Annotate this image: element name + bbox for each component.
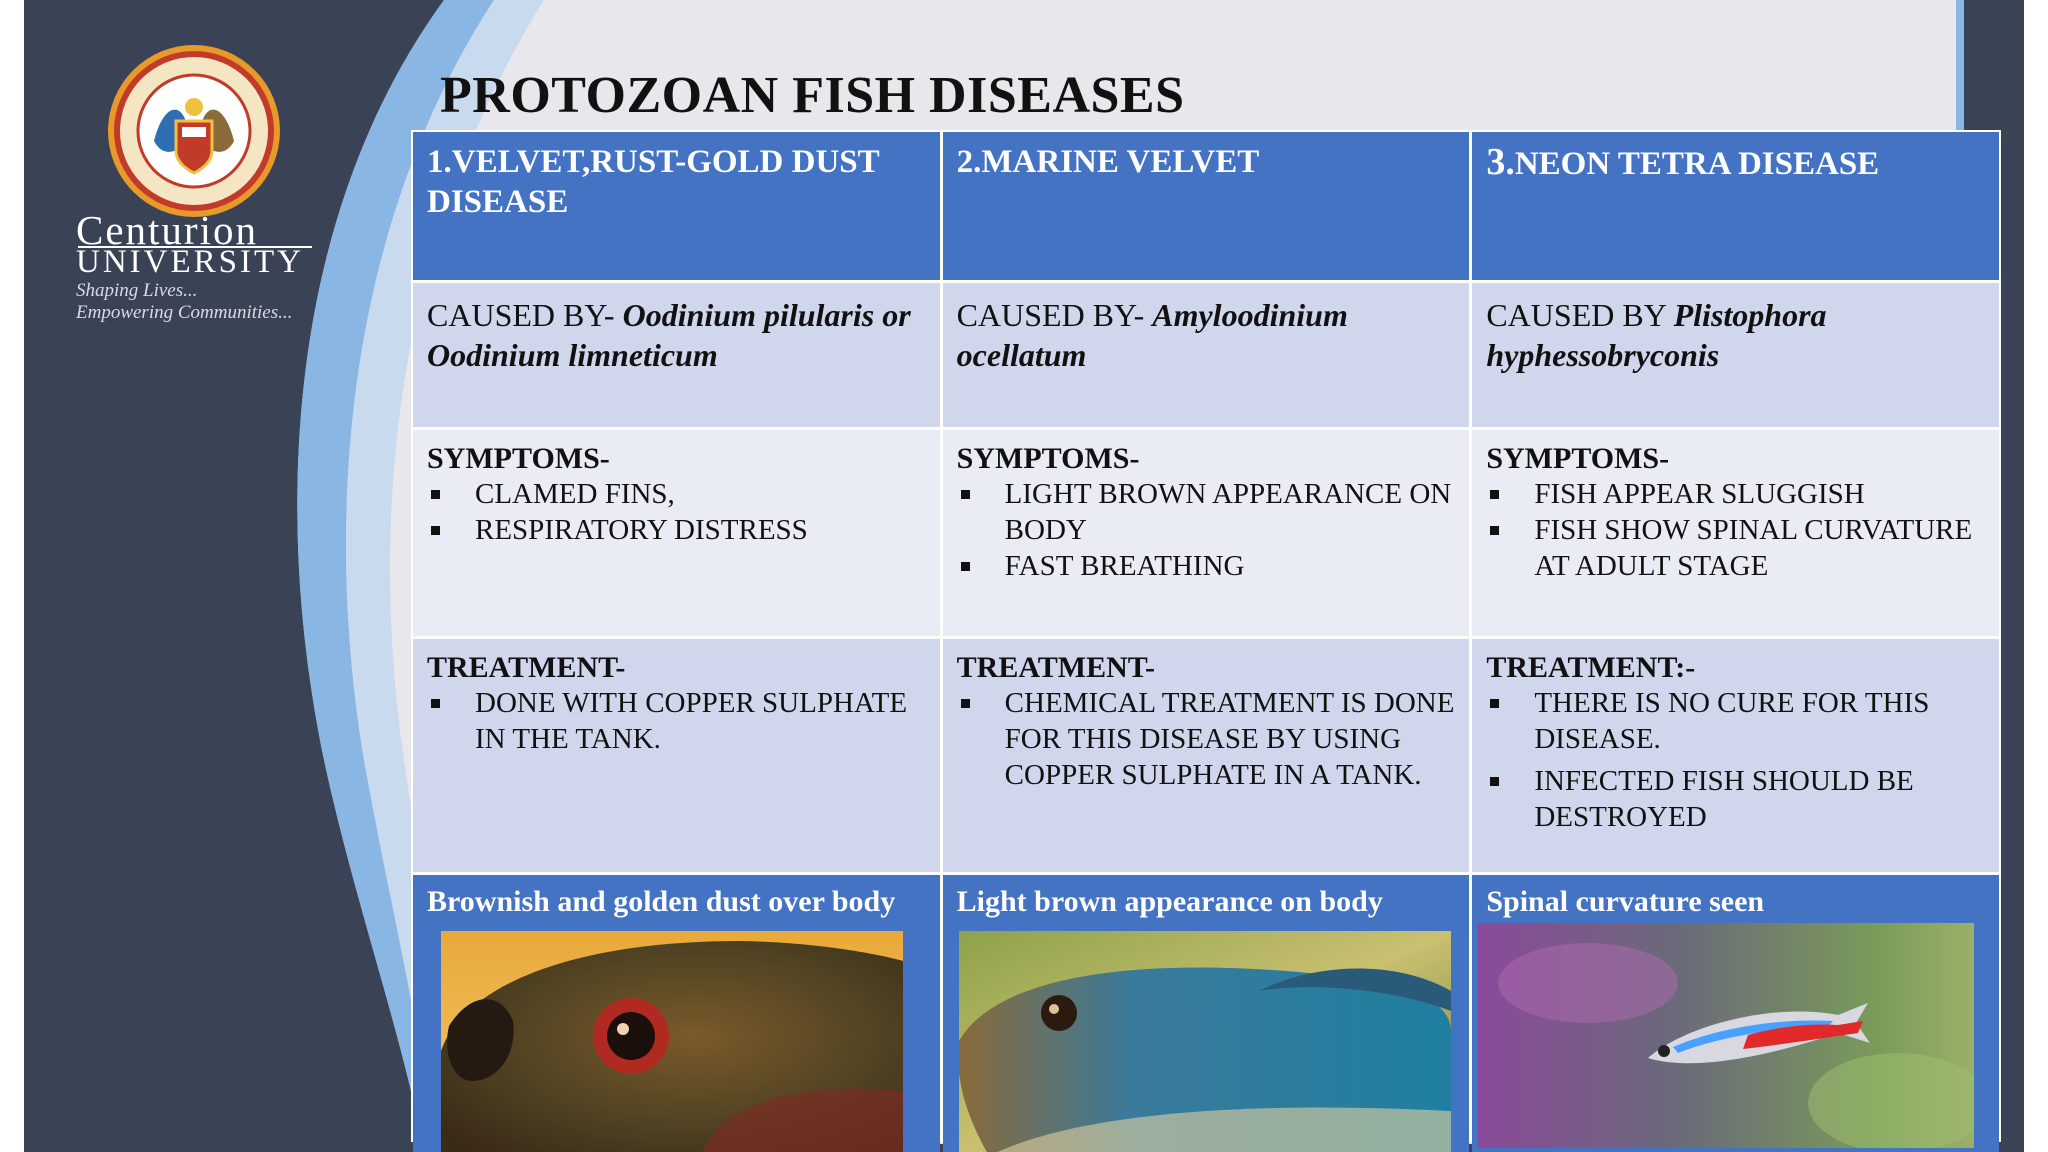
university-seal-logo — [108, 45, 280, 217]
slide: Centurion UNIVERSITY Shaping Lives... Em… — [24, 0, 2024, 1152]
cause-velvet: CAUSED BY- Oodinium pilularis or Oodiniu… — [413, 283, 940, 427]
treatment-velvet: TREATMENT- DONE WITH COPPER SULPHATE IN … — [413, 639, 940, 872]
brand-tagline: Shaping Lives... Empowering Communities.… — [76, 280, 292, 324]
brand-subtitle: UNIVERSITY — [76, 244, 304, 280]
brand-divider — [78, 246, 312, 248]
header-number: 3. — [1486, 141, 1515, 183]
photo-cell-neon-tetra: Spinal curvature seen — [1472, 875, 1999, 1152]
header-neon-tetra: 3.NEON TETRA DISEASE — [1472, 132, 1999, 280]
cause-organism: Amyloodinium ocellatum — [956, 297, 1348, 373]
tagline-line-2: Empowering Communities... — [76, 302, 293, 323]
symptoms-list: LIGHT BROWN APPEARANCE ON BODY FAST BREA… — [957, 476, 1456, 584]
treatment-list: CHEMICAL TREATMENT IS DONE FOR THIS DISE… — [957, 685, 1456, 793]
symptom-item: FAST BREATHING — [957, 548, 1456, 584]
symptom-item: LIGHT BROWN APPEARANCE ON BODY — [957, 476, 1456, 548]
symptoms-label: SYMPTOMS- — [427, 442, 610, 475]
treatment-item: DONE WITH COPPER SULPHATE IN THE TANK. — [427, 685, 926, 757]
header-text: NEON TETRA DISEASE — [1514, 146, 1880, 182]
treatment-list: DONE WITH COPPER SULPHATE IN THE TANK. — [427, 685, 926, 757]
treatment-item: INFECTED FISH SHOULD BE DESTROYED — [1486, 763, 1985, 835]
symptoms-label: SYMPTOMS- — [1486, 442, 1670, 475]
symptoms-label: SYMPTOMS- — [956, 442, 1140, 475]
cause-organism: Oodinium pilularis or Oodinium limneticu… — [427, 297, 911, 373]
header-velvet: 1.VELVET,RUST-GOLD DUST DISEASE — [413, 132, 940, 280]
cause-prefix: CAUSED BY- — [956, 297, 1153, 333]
treatment-list: THERE IS NO CURE FOR THIS DISEASE. INFEC… — [1486, 685, 1985, 835]
symptom-item: FISH APPEAR SLUGGISH — [1486, 476, 1985, 512]
brand-name: Centurion — [76, 207, 258, 253]
photo-caption: Brownish and golden dust over body — [427, 885, 896, 918]
disease-table: 1.VELVET,RUST-GOLD DUST DISEASE 2.MARINE… — [411, 130, 2001, 1152]
header-marine-velvet: 2.MARINE VELVET — [942, 132, 1470, 280]
fish-photo-velvet — [441, 931, 903, 1152]
treatment-label: TREATMENT- — [427, 651, 626, 684]
cause-neon-tetra: CAUSED BY Plistophora hyphessobryconis — [1472, 283, 1999, 427]
symptom-item: FISH SHOW SPINAL CURVATURE AT ADULT STAG… — [1486, 512, 1985, 584]
treatment-neon-tetra: TREATMENT:- THERE IS NO CURE FOR THIS DI… — [1472, 639, 1999, 872]
cause-prefix: CAUSED BY- — [427, 297, 623, 333]
treatment-item: CHEMICAL TREATMENT IS DONE FOR THIS DISE… — [957, 685, 1456, 793]
symptom-item: RESPIRATORY DISTRESS — [427, 512, 926, 548]
photo-caption: Spinal curvature seen — [1486, 885, 1765, 918]
photo-cell-velvet: Brownish and golden dust over body — [413, 875, 940, 1152]
slide-title: PROTOZOAN FISH DISEASES — [440, 67, 1185, 124]
treatment-label: TREATMENT:- — [1486, 651, 1696, 684]
treatment-label: TREATMENT- — [956, 651, 1156, 684]
photo-caption: Light brown appearance on body — [956, 885, 1383, 918]
cause-organism: Plistophora hyphessobryconis — [1486, 297, 1827, 373]
fish-photo-neon-tetra — [1478, 923, 1975, 1148]
photo-cell-marine-velvet: Light brown appearance on body — [942, 875, 1470, 1152]
cause-marine-velvet: CAUSED BY- Amyloodinium ocellatum — [942, 283, 1470, 427]
treatment-marine-velvet: TREATMENT- CHEMICAL TREATMENT IS DONE FO… — [942, 639, 1470, 872]
fish-photo-marine-velvet — [958, 931, 1451, 1152]
treatment-item: THERE IS NO CURE FOR THIS DISEASE. — [1486, 685, 1985, 757]
symptoms-list: FISH APPEAR SLUGGISH FISH SHOW SPINAL CU… — [1486, 476, 1985, 584]
cause-prefix: CAUSED BY — [1486, 297, 1674, 333]
symptoms-neon-tetra: SYMPTOMS- FISH APPEAR SLUGGISH FISH SHOW… — [1472, 430, 1999, 636]
tagline-line-1: Shaping Lives... — [76, 280, 198, 301]
symptoms-list: CLAMED FINS, RESPIRATORY DISTRESS — [427, 476, 926, 548]
symptoms-velvet: SYMPTOMS- CLAMED FINS, RESPIRATORY DISTR… — [413, 430, 940, 636]
symptom-item: CLAMED FINS, — [427, 476, 926, 512]
symptoms-marine-velvet: SYMPTOMS- LIGHT BROWN APPEARANCE ON BODY… — [942, 430, 1470, 636]
